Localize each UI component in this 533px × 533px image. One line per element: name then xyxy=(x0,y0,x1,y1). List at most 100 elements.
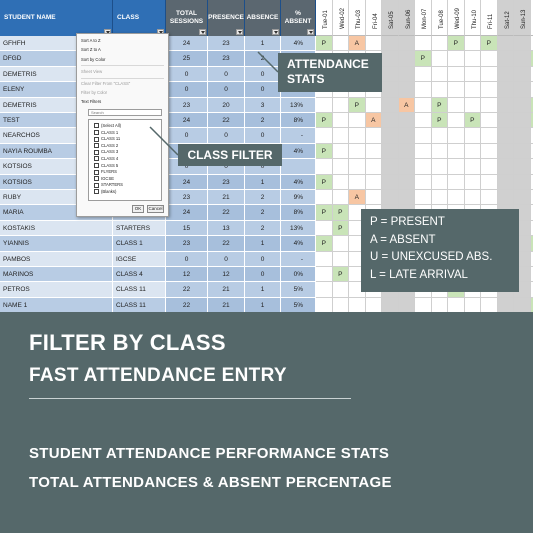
attendance-mark-cell[interactable] xyxy=(481,297,498,312)
presence-cell[interactable]: 22 xyxy=(208,205,245,221)
pct-absent-cell[interactable]: 9% xyxy=(281,190,316,206)
attendance-mark-cell[interactable]: P xyxy=(316,205,333,221)
attendance-mark-cell[interactable] xyxy=(398,51,415,67)
presence-cell[interactable]: 12 xyxy=(208,267,245,283)
attendance-mark-cell[interactable] xyxy=(497,297,514,312)
attendance-mark-cell[interactable]: P xyxy=(431,97,448,113)
attendance-mark-cell[interactable]: P xyxy=(316,113,333,129)
attendance-mark-cell[interactable]: P xyxy=(332,267,349,283)
filter-checkbox-option[interactable]: (Blanks) xyxy=(94,189,116,194)
attendance-mark-cell[interactable]: P xyxy=(448,36,465,52)
attendance-mark-cell[interactable] xyxy=(530,159,533,175)
attendance-mark-cell[interactable] xyxy=(415,128,432,144)
attendance-mark-cell[interactable] xyxy=(465,297,481,312)
class-cell[interactable]: CLASS 11 xyxy=(113,297,166,312)
attendance-mark-cell[interactable] xyxy=(398,190,415,206)
attendance-mark-cell[interactable]: P xyxy=(316,36,333,52)
attendance-mark-cell[interactable] xyxy=(464,190,481,206)
presence-cell[interactable]: 23 xyxy=(208,51,245,67)
class-cell[interactable]: CLASS 4 xyxy=(113,267,166,283)
attendance-mark-cell[interactable] xyxy=(332,113,349,129)
total-sessions-cell[interactable]: 25 xyxy=(166,51,208,67)
filter-dropdown-button[interactable] xyxy=(236,29,243,35)
attendance-mark-cell[interactable]: P xyxy=(316,174,333,190)
attendance-mark-cell[interactable] xyxy=(448,82,465,98)
attendance-mark-cell[interactable] xyxy=(432,297,448,312)
column-header-class[interactable]: CLASS xyxy=(113,0,166,36)
attendance-mark-cell[interactable] xyxy=(365,190,382,206)
attendance-mark-cell[interactable] xyxy=(448,159,465,175)
sort-z-to-a-item[interactable]: Sort Z to A xyxy=(81,47,101,52)
sort-a-to-z-item[interactable]: Sort A to Z xyxy=(81,38,101,43)
attendance-mark-cell[interactable] xyxy=(415,97,432,113)
attendance-mark-cell[interactable] xyxy=(530,175,533,190)
filter-checkbox-option[interactable]: CLASS 2 xyxy=(94,143,118,148)
attendance-mark-cell[interactable] xyxy=(415,82,432,98)
column-header-presence[interactable]: PRESENCE xyxy=(208,0,245,36)
total-sessions-cell[interactable]: 0 xyxy=(166,82,208,98)
presence-cell[interactable]: 23 xyxy=(208,174,245,190)
attendance-mark-cell[interactable]: P xyxy=(530,236,533,252)
attendance-mark-cell[interactable] xyxy=(514,82,531,98)
attendance-mark-cell[interactable] xyxy=(316,190,333,206)
attendance-mark-cell[interactable]: A xyxy=(349,190,366,206)
attendance-mark-cell[interactable]: A xyxy=(349,36,366,52)
absence-cell[interactable]: 0 xyxy=(245,251,281,267)
attendance-mark-cell[interactable] xyxy=(415,36,432,52)
attendance-mark-cell[interactable] xyxy=(448,190,465,206)
attendance-mark-cell[interactable] xyxy=(332,143,349,160)
attendance-mark-cell[interactable] xyxy=(481,97,498,113)
absence-cell[interactable]: 3 xyxy=(245,97,281,113)
attendance-mark-cell[interactable] xyxy=(398,66,415,83)
attendance-mark-cell[interactable] xyxy=(415,174,432,190)
attendance-mark-cell[interactable] xyxy=(316,220,333,237)
total-sessions-cell[interactable]: 15 xyxy=(166,220,208,237)
attendance-mark-cell[interactable] xyxy=(464,159,481,175)
attendance-mark-cell[interactable] xyxy=(332,190,349,206)
attendance-mark-cell[interactable]: P xyxy=(316,236,333,252)
attendance-mark-cell[interactable] xyxy=(365,174,382,190)
filter-checkbox-option[interactable]: STARTERS xyxy=(94,182,123,187)
attendance-mark-cell[interactable] xyxy=(332,282,349,298)
attendance-mark-cell[interactable] xyxy=(514,66,531,83)
attendance-mark-cell[interactable] xyxy=(431,190,448,206)
class-cell[interactable]: CLASS 1 xyxy=(113,236,166,252)
filter-dropdown-button[interactable] xyxy=(199,29,206,35)
attendance-mark-cell[interactable] xyxy=(382,174,399,190)
date-column-header[interactable]: Tue-01 xyxy=(316,0,333,36)
attendance-mark-cell[interactable] xyxy=(464,66,481,83)
attendance-mark-cell[interactable] xyxy=(365,143,382,160)
attendance-mark-cell[interactable]: P xyxy=(349,97,366,113)
date-column-header[interactable]: Fri-04 xyxy=(365,0,382,36)
pct-absent-cell[interactable]: 5% xyxy=(281,297,316,312)
date-column-header[interactable]: Thu-03 xyxy=(349,0,366,36)
filter-checkbox-option[interactable]: IGCSE xyxy=(94,176,114,181)
attendance-mark-cell[interactable] xyxy=(349,143,366,160)
attendance-mark-cell[interactable] xyxy=(382,128,399,144)
attendance-mark-cell[interactable] xyxy=(497,159,514,175)
attendance-mark-cell[interactable] xyxy=(415,143,432,160)
attendance-mark-cell[interactable] xyxy=(530,221,533,237)
filter-checkbox-option[interactable]: CLASS 1 xyxy=(94,130,118,135)
attendance-mark-cell[interactable] xyxy=(382,66,399,83)
attendance-mark-cell[interactable]: A xyxy=(398,97,415,113)
attendance-mark-cell[interactable]: A xyxy=(365,113,382,129)
date-column-header[interactable]: Sat-05 xyxy=(382,0,399,36)
attendance-mark-cell[interactable] xyxy=(332,236,349,252)
attendance-mark-cell[interactable] xyxy=(530,82,533,98)
attendance-mark-cell[interactable] xyxy=(333,297,349,312)
attendance-mark-cell[interactable] xyxy=(431,36,448,52)
attendance-mark-cell[interactable] xyxy=(382,51,399,67)
total-sessions-cell[interactable]: 22 xyxy=(166,282,208,298)
student-name-cell[interactable]: KOSTAKIS xyxy=(0,220,113,237)
attendance-mark-cell[interactable] xyxy=(514,113,531,129)
attendance-mark-cell[interactable] xyxy=(514,159,531,175)
presence-cell[interactable]: 0 xyxy=(208,66,245,83)
attendance-mark-cell[interactable] xyxy=(481,128,498,144)
filter-checkbox-option[interactable]: CLASS 5 xyxy=(94,163,118,168)
absence-cell[interactable]: 0 xyxy=(245,128,281,144)
presence-cell[interactable]: 0 xyxy=(208,128,245,144)
attendance-mark-cell[interactable] xyxy=(349,174,366,190)
attendance-mark-cell[interactable] xyxy=(497,66,514,83)
attendance-mark-cell[interactable] xyxy=(464,174,481,190)
